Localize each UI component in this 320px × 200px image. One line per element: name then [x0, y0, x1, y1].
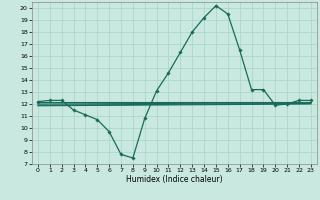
- X-axis label: Humidex (Indice chaleur): Humidex (Indice chaleur): [126, 175, 223, 184]
